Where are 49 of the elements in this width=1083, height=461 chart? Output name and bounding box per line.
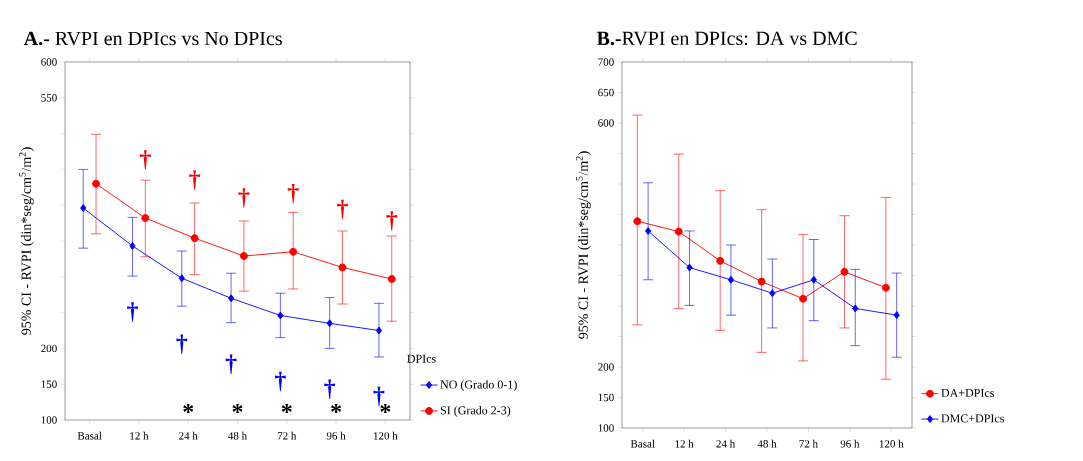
- y-tick-label: 700: [598, 58, 614, 66]
- annotation: †: [287, 184, 299, 204]
- annotation: †: [189, 170, 200, 190]
- annotation: *: [232, 403, 243, 414]
- x-tick-label: 120 h: [373, 431, 398, 440]
- annotation: †: [238, 188, 250, 208]
- annotation: †: [127, 302, 138, 322]
- y-tick-label: 100: [41, 416, 57, 424]
- annotation: †: [176, 334, 188, 354]
- legend-label: SI (Grado 2-3): [440, 405, 511, 417]
- chart-title: B.-RVPI en DPIcs: DA vs DMC: [596, 31, 857, 46]
- x-tick-label: 24 h: [179, 431, 198, 440]
- legend-title: DPIcs: [407, 354, 436, 363]
- x-tick-label: 12 h: [130, 431, 149, 440]
- x-tick-label: 120 h: [879, 439, 904, 448]
- y-axis-title: 95% CI - RVPI (din*seg/cm$^{5}$/m$^{2}$): [576, 151, 591, 339]
- y-tick-label: 150: [598, 393, 614, 402]
- annotation: †: [386, 211, 398, 231]
- y-tick-label: 150: [41, 380, 57, 388]
- annotation: *: [183, 403, 194, 414]
- legend-label: DA+DPIcs: [941, 388, 994, 397]
- y-tick-label: 600: [598, 119, 614, 127]
- x-tick-label: 96 h: [326, 431, 346, 440]
- x-tick-label: 96 h: [840, 439, 860, 448]
- legend-label: NO (Grado 0-1): [440, 380, 517, 392]
- annotation: †: [139, 150, 151, 170]
- y-tick-label: 100: [598, 424, 614, 432]
- y-tick-label: 200: [598, 363, 614, 371]
- legend-label: DMC+DPIcs: [941, 414, 1004, 423]
- x-tick-label: Basal: [77, 431, 102, 440]
- y-tick-label: 200: [41, 344, 57, 353]
- chart-title: A.- RVPI en DPIcs vs No DPIcs: [23, 31, 282, 46]
- annotation: †: [225, 354, 237, 375]
- x-tick-label: 72 h: [799, 439, 818, 448]
- y-tick-label: 650: [598, 88, 614, 97]
- x-tick-label: Basal: [630, 439, 655, 448]
- y-tick-label: 600: [41, 58, 57, 66]
- x-tick-label: 48 h: [228, 431, 247, 440]
- y-axis-title: 95% CI - RVPI (din*seg/cm$^{5}$/m$^{2}$): [19, 147, 34, 335]
- x-tick-label: 12 h: [675, 439, 694, 448]
- x-tick-label: 24 h: [716, 439, 736, 448]
- annotation: †: [275, 371, 286, 392]
- annotation: *: [281, 403, 292, 414]
- annotation: †: [324, 379, 336, 400]
- annotation: *: [331, 403, 342, 414]
- x-tick-label: 72 h: [277, 431, 297, 440]
- annotation: †: [337, 199, 348, 220]
- y-tick-label: 550: [41, 94, 57, 102]
- x-tick-label: 48 h: [757, 439, 777, 448]
